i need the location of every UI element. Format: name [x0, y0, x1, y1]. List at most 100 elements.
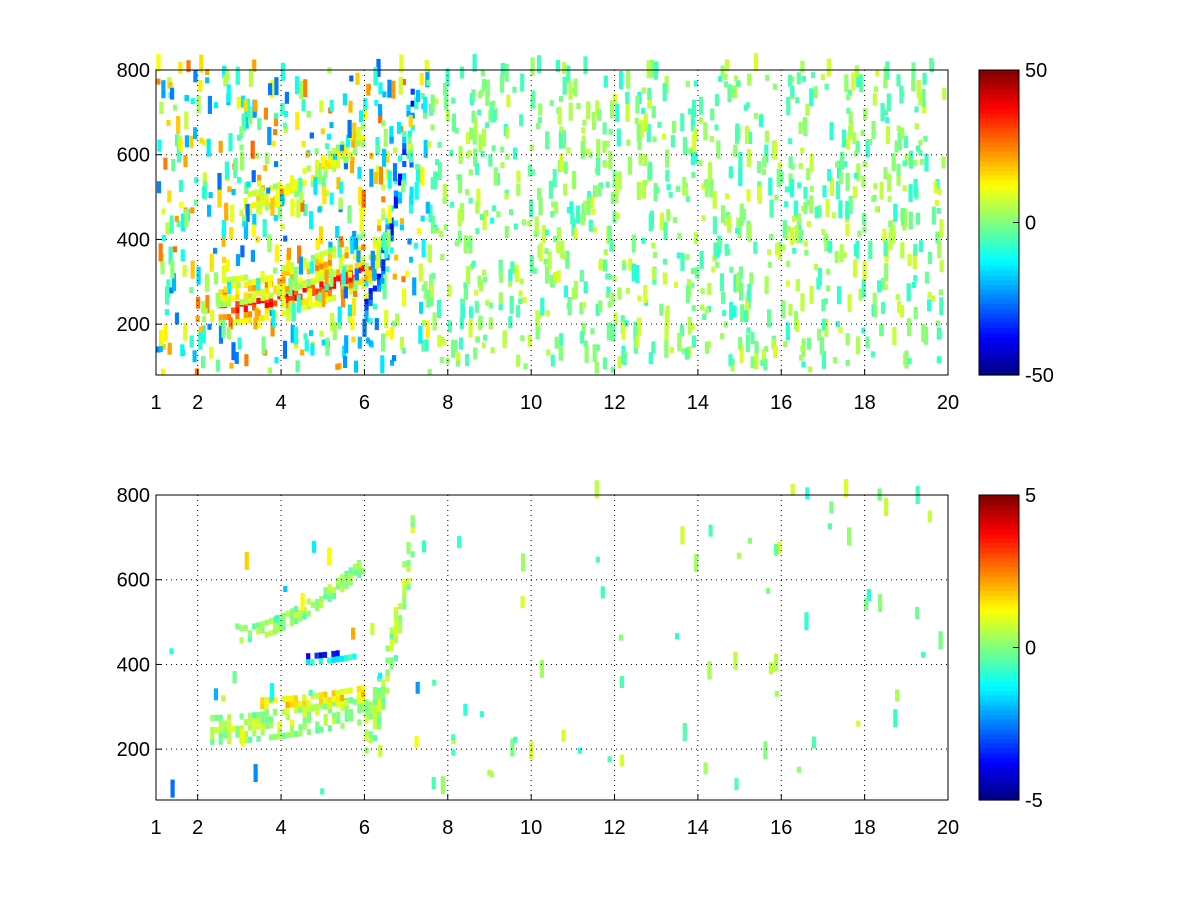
heatmap-cell [883, 284, 889, 291]
heatmap-cell [919, 158, 925, 165]
heatmap-cell [340, 695, 345, 701]
colorbar-swatch [979, 279, 1019, 286]
colorbar-swatch [979, 236, 1019, 243]
heatmap-cell [798, 122, 803, 134]
heatmap-cell [331, 586, 336, 593]
heatmap-cell [615, 103, 620, 122]
heatmap-cell [303, 79, 308, 98]
heatmap-cell [273, 285, 278, 292]
heatmap-cell [235, 287, 240, 294]
heatmap-cell [264, 703, 269, 710]
heatmap-cell [440, 336, 445, 343]
colorbar-swatch [979, 690, 1019, 696]
heatmap-cell [247, 293, 253, 300]
heatmap-cell [871, 196, 876, 202]
heatmap-cell [813, 86, 818, 99]
heatmap-cell [264, 716, 269, 723]
heatmap-cell [246, 181, 251, 188]
heatmap-cell [636, 317, 641, 336]
heatmap-cell [207, 204, 212, 217]
heatmap-cell [406, 104, 411, 111]
heatmap-cell [317, 206, 322, 213]
heatmap-cell [378, 111, 383, 124]
heatmap-cell [252, 724, 257, 731]
heatmap-cell [323, 691, 328, 698]
heatmap-cell [731, 85, 736, 98]
heatmap-cell [161, 80, 166, 99]
heatmap-cell [404, 270, 410, 277]
heatmap-cell [421, 284, 426, 291]
heatmap-cell [227, 720, 232, 727]
heatmap-cell [848, 121, 854, 140]
heatmap-cell [372, 285, 377, 292]
heatmap-cell [711, 266, 716, 273]
heatmap-cell [357, 707, 362, 714]
heatmap-cell [735, 80, 740, 87]
heatmap-cell [650, 59, 655, 78]
heatmap-cell [897, 301, 902, 313]
heatmap-cell [159, 101, 164, 114]
heatmap-cell [842, 251, 847, 258]
heatmap-cell [641, 180, 647, 199]
heatmap-cell [222, 295, 227, 302]
heatmap-cell [549, 100, 554, 107]
heatmap-cell [651, 242, 656, 249]
heatmap-cell [852, 259, 858, 278]
heatmap-cell [746, 149, 751, 168]
heatmap-cell [354, 268, 359, 281]
heatmap-cell [281, 271, 286, 278]
heatmap-cell [235, 319, 240, 326]
heatmap-cell [252, 296, 257, 303]
heatmap-cell [364, 274, 369, 281]
heatmap-cell [559, 333, 564, 346]
heatmap-cell [693, 80, 698, 87]
heatmap-cell [319, 100, 324, 113]
heatmap-cell [381, 679, 386, 686]
heatmap-cell [301, 140, 306, 147]
heatmap-cell [393, 202, 398, 209]
heatmap-cell [304, 339, 309, 352]
heatmap-cell [902, 185, 907, 192]
heatmap-cell [236, 134, 242, 141]
heatmap-cell [317, 292, 323, 305]
heatmap-cell [537, 188, 542, 200]
heatmap-cell [466, 132, 471, 145]
colorbar-swatch [979, 685, 1019, 691]
heatmap-cell [340, 722, 345, 729]
heatmap-cell [655, 187, 660, 194]
heatmap-cell [556, 270, 561, 283]
heatmap-cell [226, 276, 232, 283]
heatmap-cell [613, 312, 618, 325]
heatmap-cell [289, 262, 295, 269]
heatmap-cell [182, 264, 187, 277]
heatmap-cell [738, 336, 743, 349]
heatmap-cell [662, 258, 668, 265]
heatmap-cell [381, 259, 386, 266]
heatmap-cell [856, 75, 861, 87]
heatmap-cell [566, 65, 571, 84]
heatmap-cell [924, 271, 929, 284]
heatmap-cell [343, 286, 348, 299]
heatmap-cell [336, 150, 341, 157]
heatmap-cell [422, 319, 427, 326]
heatmap-cell [530, 169, 535, 176]
heatmap-cell [738, 168, 743, 187]
heatmap-cell [361, 568, 366, 575]
heatmap-cell [336, 583, 341, 590]
heatmap-cell [617, 171, 622, 190]
heatmap-cell [184, 208, 189, 227]
heatmap-cell [280, 194, 285, 206]
heatmap-cell [406, 110, 411, 117]
heatmap-cell [777, 541, 782, 554]
heatmap-cell [247, 317, 253, 324]
heatmap-cell [364, 747, 369, 754]
heatmap-cell [803, 186, 808, 199]
heatmap-cell [786, 260, 791, 267]
heatmap-cell [579, 302, 584, 315]
colorbar-swatch [979, 327, 1019, 333]
heatmap-cell [783, 341, 788, 347]
heatmap-cell [597, 108, 602, 121]
heatmap-cell [738, 266, 743, 279]
heatmap-cell [283, 110, 289, 117]
heatmap-cell [232, 671, 237, 684]
